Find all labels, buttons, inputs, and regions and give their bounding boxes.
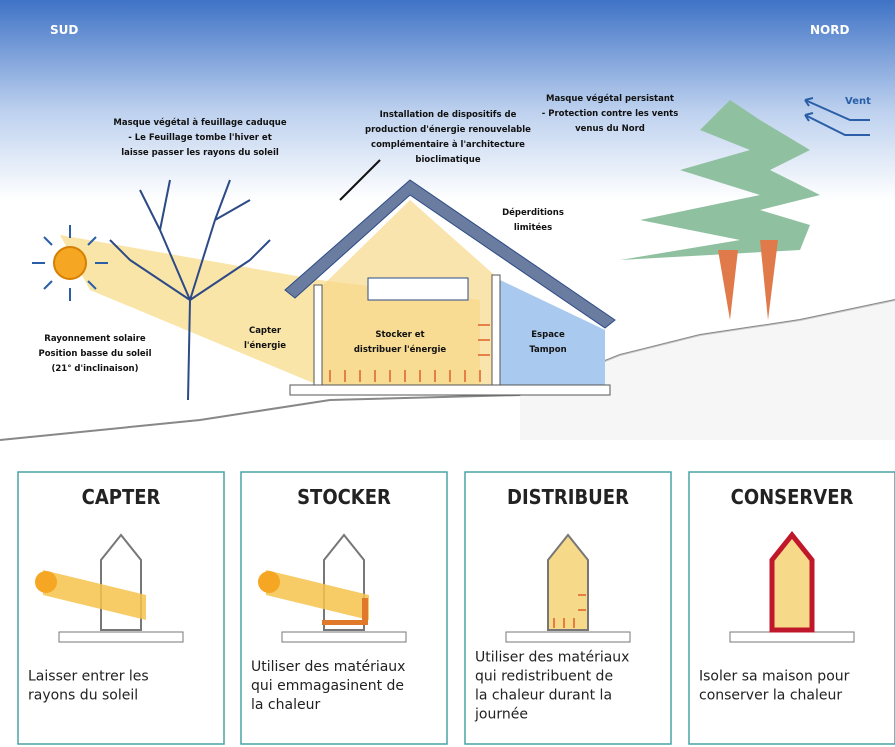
- card-text: Laisser entrer les: [28, 669, 149, 685]
- card-text: qui redistribuent de: [475, 669, 613, 685]
- annotation: - Protection contre les vents: [542, 109, 679, 119]
- annotation: - Le Feuillage tombe l'hiver et: [128, 133, 272, 143]
- heat-arrows: [329, 324, 490, 382]
- north-label: NORD: [810, 23, 849, 37]
- annotation: l'énergie: [244, 340, 286, 351]
- annotation: Espace: [531, 330, 565, 340]
- wind-arrows: [804, 97, 870, 136]
- house: [284, 159, 616, 396]
- distribute: [553, 594, 586, 628]
- annotation: venus du Nord: [575, 124, 645, 134]
- house-outline: [547, 533, 589, 631]
- house-outline: [769, 530, 815, 633]
- base: [729, 631, 855, 643]
- sun-beam: [43, 570, 146, 620]
- annotation: Capter: [249, 326, 282, 336]
- card: DISTRIBUER Utiliser des matériaux qui redi…: [464, 471, 672, 745]
- card-title: CONSERVER: [731, 485, 854, 509]
- card-text: Utiliser des matériaux: [251, 659, 405, 675]
- card-text: journée: [474, 707, 528, 723]
- pine-tree: [620, 100, 820, 320]
- card-frame: [464, 471, 672, 745]
- sun: [35, 571, 57, 593]
- sun: [32, 225, 108, 301]
- card-text: rayons du soleil: [28, 688, 138, 704]
- annotation: distribuer l'énergie: [354, 344, 447, 355]
- annotation: complémentaire à l'architecture: [371, 139, 525, 150]
- annotation: Masque végétal persistant: [546, 93, 674, 104]
- annotation: (21° d'inclinaison): [52, 364, 139, 374]
- card-text: Isoler sa maison pour: [699, 669, 850, 685]
- ground-fill: [520, 300, 895, 440]
- card-text: qui emmagasinent de: [251, 678, 404, 694]
- card-text: Utiliser des matériaux: [475, 650, 629, 666]
- annotation: Stocker et: [375, 330, 424, 340]
- annotation: Masque végétal à feuillage caduque: [113, 117, 286, 128]
- annotation: Installation de dispositifs de: [380, 110, 517, 120]
- annotation: bioclimatique: [415, 155, 480, 165]
- base: [58, 631, 184, 643]
- card-text: la chaleur: [251, 697, 320, 713]
- annotation: Tampon: [529, 345, 566, 355]
- card-title: CAPTER: [82, 485, 161, 509]
- card-text: la chaleur durant la: [475, 688, 612, 704]
- storage: [322, 598, 368, 625]
- card: CAPTER Laisser entrer les rayons du soleil: [17, 471, 225, 745]
- card-title: DISTRIBUER: [507, 485, 629, 509]
- card: CONSERVER Isoler sa maison pour conserver …: [688, 471, 895, 745]
- card-title: STOCKER: [297, 485, 391, 509]
- annotation: Position basse du soleil: [38, 349, 151, 359]
- sun-beam: [266, 570, 369, 620]
- card-text: conserver la chaleur: [699, 688, 842, 704]
- base: [505, 631, 631, 643]
- sun: [258, 571, 280, 593]
- deciduous-tree: [109, 179, 271, 401]
- card: STOCKER Utiliser des matériaux qui emmagas…: [240, 471, 448, 745]
- annotation: Déperditions: [502, 207, 564, 218]
- annotation: production d'énergie renouvelable: [365, 124, 531, 135]
- annotation: limitées: [514, 222, 552, 233]
- annotation: Rayonnement solaire: [44, 334, 146, 344]
- wind-label: Vent: [845, 96, 871, 107]
- south-label: SUD: [50, 23, 78, 37]
- base: [281, 631, 407, 643]
- annotation: laisse passer les rayons du soleil: [121, 148, 279, 158]
